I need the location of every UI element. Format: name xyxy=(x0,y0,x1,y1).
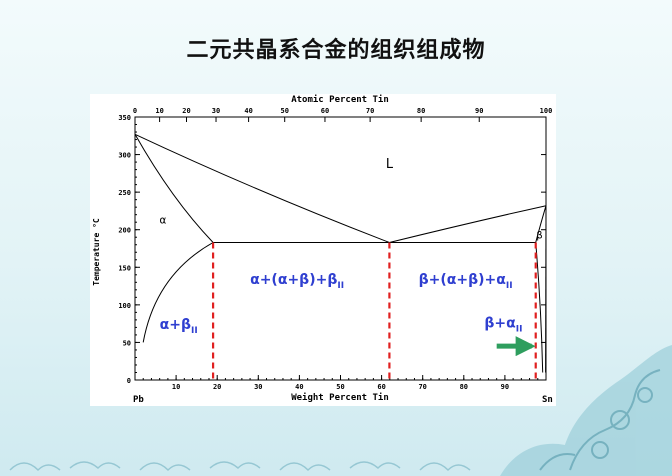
y-tick-label: 350 xyxy=(118,114,131,122)
bottom-tick-label: 80 xyxy=(460,383,468,391)
region-label-beta-alpha-ii: β+αII xyxy=(484,315,522,334)
top-tick-label: 90 xyxy=(475,107,483,115)
solidus-beta xyxy=(535,205,547,243)
bottom-tick-label: 10 xyxy=(172,383,180,391)
y-tick-label: 50 xyxy=(123,339,131,347)
bottom-tick-label: 70 xyxy=(418,383,426,391)
bottom-tick-label: 30 xyxy=(254,383,262,391)
right-end-label: Sn xyxy=(542,395,553,405)
top-tick-label: 70 xyxy=(366,107,374,115)
top-tick-label: 10 xyxy=(155,107,163,115)
top-tick-label: 60 xyxy=(321,107,329,115)
region-label-alpha-beta-ii: α+βII xyxy=(160,317,198,336)
y-tick-label: 250 xyxy=(118,189,131,197)
axis-ticks: 10 20 30 40 50 60 70 80 90 0 10 20 30 40 50 60 70 80 90 100… xyxy=(118,107,552,391)
slide-title: 二元共晶系合金的组织组成物 xyxy=(186,38,486,63)
y-tick-label: 300 xyxy=(118,152,131,160)
y-tick-label: 200 xyxy=(118,227,131,235)
liquidus-right xyxy=(389,205,547,243)
beta-phase-label: β xyxy=(537,231,543,242)
y-tick-label: 150 xyxy=(118,264,131,272)
top-tick-label: 40 xyxy=(244,107,252,115)
alpha-phase-label: α xyxy=(160,214,167,227)
top-axis-label: Atomic Percent Tin xyxy=(291,94,389,105)
top-tick-label: 30 xyxy=(212,107,220,115)
phase-boundaries xyxy=(134,133,547,373)
solvus-alpha xyxy=(142,242,214,343)
region-label-hypoeutectic: α+(α+β)+βII xyxy=(250,272,344,291)
liquidus-left xyxy=(134,133,390,243)
pb-sn-phase-diagram: Atomic Percent Tin Weight Percent Tin Pb… xyxy=(92,94,553,405)
region-label-hypereutectic: β+(α+β)+αII xyxy=(419,272,513,291)
y-axis-label: Temperature °C xyxy=(92,218,101,286)
bottom-axis-label: Weight Percent Tin xyxy=(291,392,389,403)
y-tick-label: 0 xyxy=(127,377,131,385)
top-tick-label: 50 xyxy=(280,107,288,115)
top-tick-label: 100 xyxy=(540,107,553,115)
solvus-beta xyxy=(535,242,544,373)
top-tick-label: 20 xyxy=(182,107,190,115)
left-end-label: Pb xyxy=(133,395,144,405)
liquid-phase-label: L xyxy=(386,157,394,172)
solidus-alpha xyxy=(134,134,214,243)
top-tick-label: 80 xyxy=(417,107,425,115)
bottom-tick-label: 20 xyxy=(213,383,221,391)
plot-frame xyxy=(134,116,547,381)
bottom-tick-label: 90 xyxy=(501,383,509,391)
phase-diagram-panel: Atomic Percent Tin Weight Percent Tin Pb… xyxy=(90,94,556,406)
bottom-tick-label: 50 xyxy=(336,383,344,391)
top-tick-label: 0 xyxy=(133,107,137,115)
bottom-tick-label: 60 xyxy=(377,383,385,391)
y-tick-label: 100 xyxy=(118,302,131,310)
bottom-tick-label: 40 xyxy=(295,383,303,391)
composition-markers xyxy=(211,242,537,380)
